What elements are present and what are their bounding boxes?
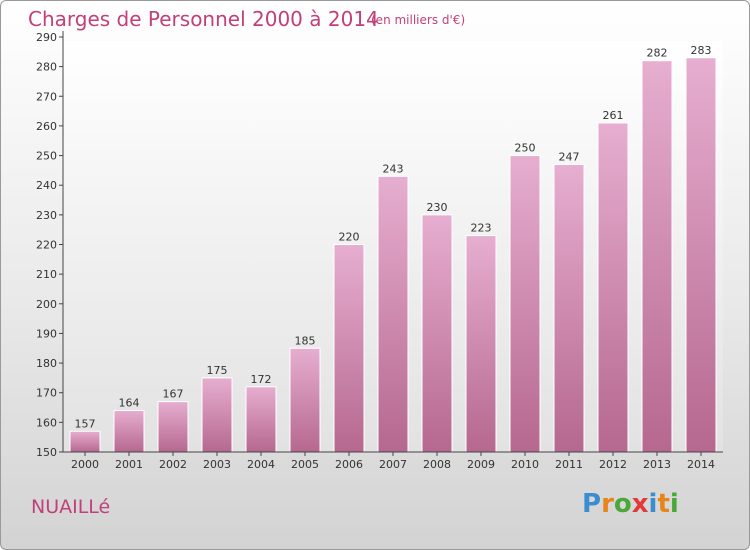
y-tick-label: 150 [36, 446, 57, 459]
y-tick-label: 250 [36, 150, 57, 163]
x-tick-label: 2002 [159, 458, 187, 471]
data-label: 172 [251, 373, 272, 386]
data-label: 250 [515, 142, 536, 155]
bar [69, 430, 101, 453]
bar [201, 377, 233, 453]
x-tick-label: 2008 [423, 458, 451, 471]
logo-letter: i [669, 489, 679, 519]
x-tick-label: 2004 [247, 458, 275, 471]
y-tick-label: 280 [36, 61, 57, 74]
bar [333, 244, 365, 453]
data-label: 283 [691, 44, 712, 57]
bar [421, 214, 453, 453]
logo-letter: o [613, 489, 632, 519]
data-label: 157 [75, 417, 96, 430]
chart-subtitle: (en milliers d'€) [371, 13, 466, 27]
x-tick-label: 2000 [71, 458, 99, 471]
data-label: 167 [163, 388, 184, 401]
bar [377, 175, 409, 453]
x-tick-label: 2007 [379, 458, 407, 471]
y-tick-label: 260 [36, 120, 57, 133]
y-tick-label: 200 [36, 298, 57, 311]
bar [685, 57, 717, 453]
y-tick-label: 240 [36, 179, 57, 192]
y-tick-label: 190 [36, 327, 57, 340]
x-tick-label: 2013 [643, 458, 671, 471]
bar [641, 60, 673, 453]
x-tick-label: 2012 [599, 458, 627, 471]
logo-letter: P [582, 489, 602, 519]
proxiti-logo: Proxiti [582, 489, 679, 519]
y-tick-label: 180 [36, 357, 57, 370]
y-tick-label: 290 [36, 31, 57, 44]
y-tick-label: 270 [36, 90, 57, 103]
y-tick-label: 160 [36, 416, 57, 429]
data-label: 230 [427, 201, 448, 214]
logo-letter: i [648, 489, 658, 519]
logo-letter: t [657, 489, 670, 519]
bar [245, 386, 277, 453]
y-tick-label: 220 [36, 239, 57, 252]
x-tick-label: 2009 [467, 458, 495, 471]
y-tick-label: 170 [36, 387, 57, 400]
data-label: 175 [207, 364, 228, 377]
x-tick-label: 2005 [291, 458, 319, 471]
y-tick-label: 230 [36, 209, 57, 222]
data-label: 185 [295, 334, 316, 347]
data-label: 261 [603, 109, 624, 122]
bar [289, 347, 321, 453]
logo-letter: r [601, 489, 614, 519]
bar [509, 155, 541, 453]
bar [553, 163, 585, 453]
chart-title: Charges de Personnel 2000 à 2014 [28, 7, 379, 31]
y-tick-label: 210 [36, 268, 57, 281]
bar [113, 410, 145, 453]
town-name: NUAILLé [31, 496, 111, 518]
data-label: 223 [471, 222, 492, 235]
x-tick-label: 2014 [687, 458, 715, 471]
data-label: 164 [119, 397, 140, 410]
x-tick-label: 2003 [203, 458, 231, 471]
data-label: 243 [383, 162, 404, 175]
logo-letter: x [631, 489, 649, 519]
bar [465, 235, 497, 453]
x-tick-label: 2006 [335, 458, 363, 471]
x-tick-label: 2001 [115, 458, 143, 471]
data-label: 247 [559, 150, 580, 163]
data-label: 220 [339, 231, 360, 244]
x-tick-label: 2010 [511, 458, 539, 471]
data-label: 282 [647, 47, 668, 60]
bar [157, 401, 189, 453]
x-tick-label: 2011 [555, 458, 583, 471]
bar [597, 122, 629, 453]
